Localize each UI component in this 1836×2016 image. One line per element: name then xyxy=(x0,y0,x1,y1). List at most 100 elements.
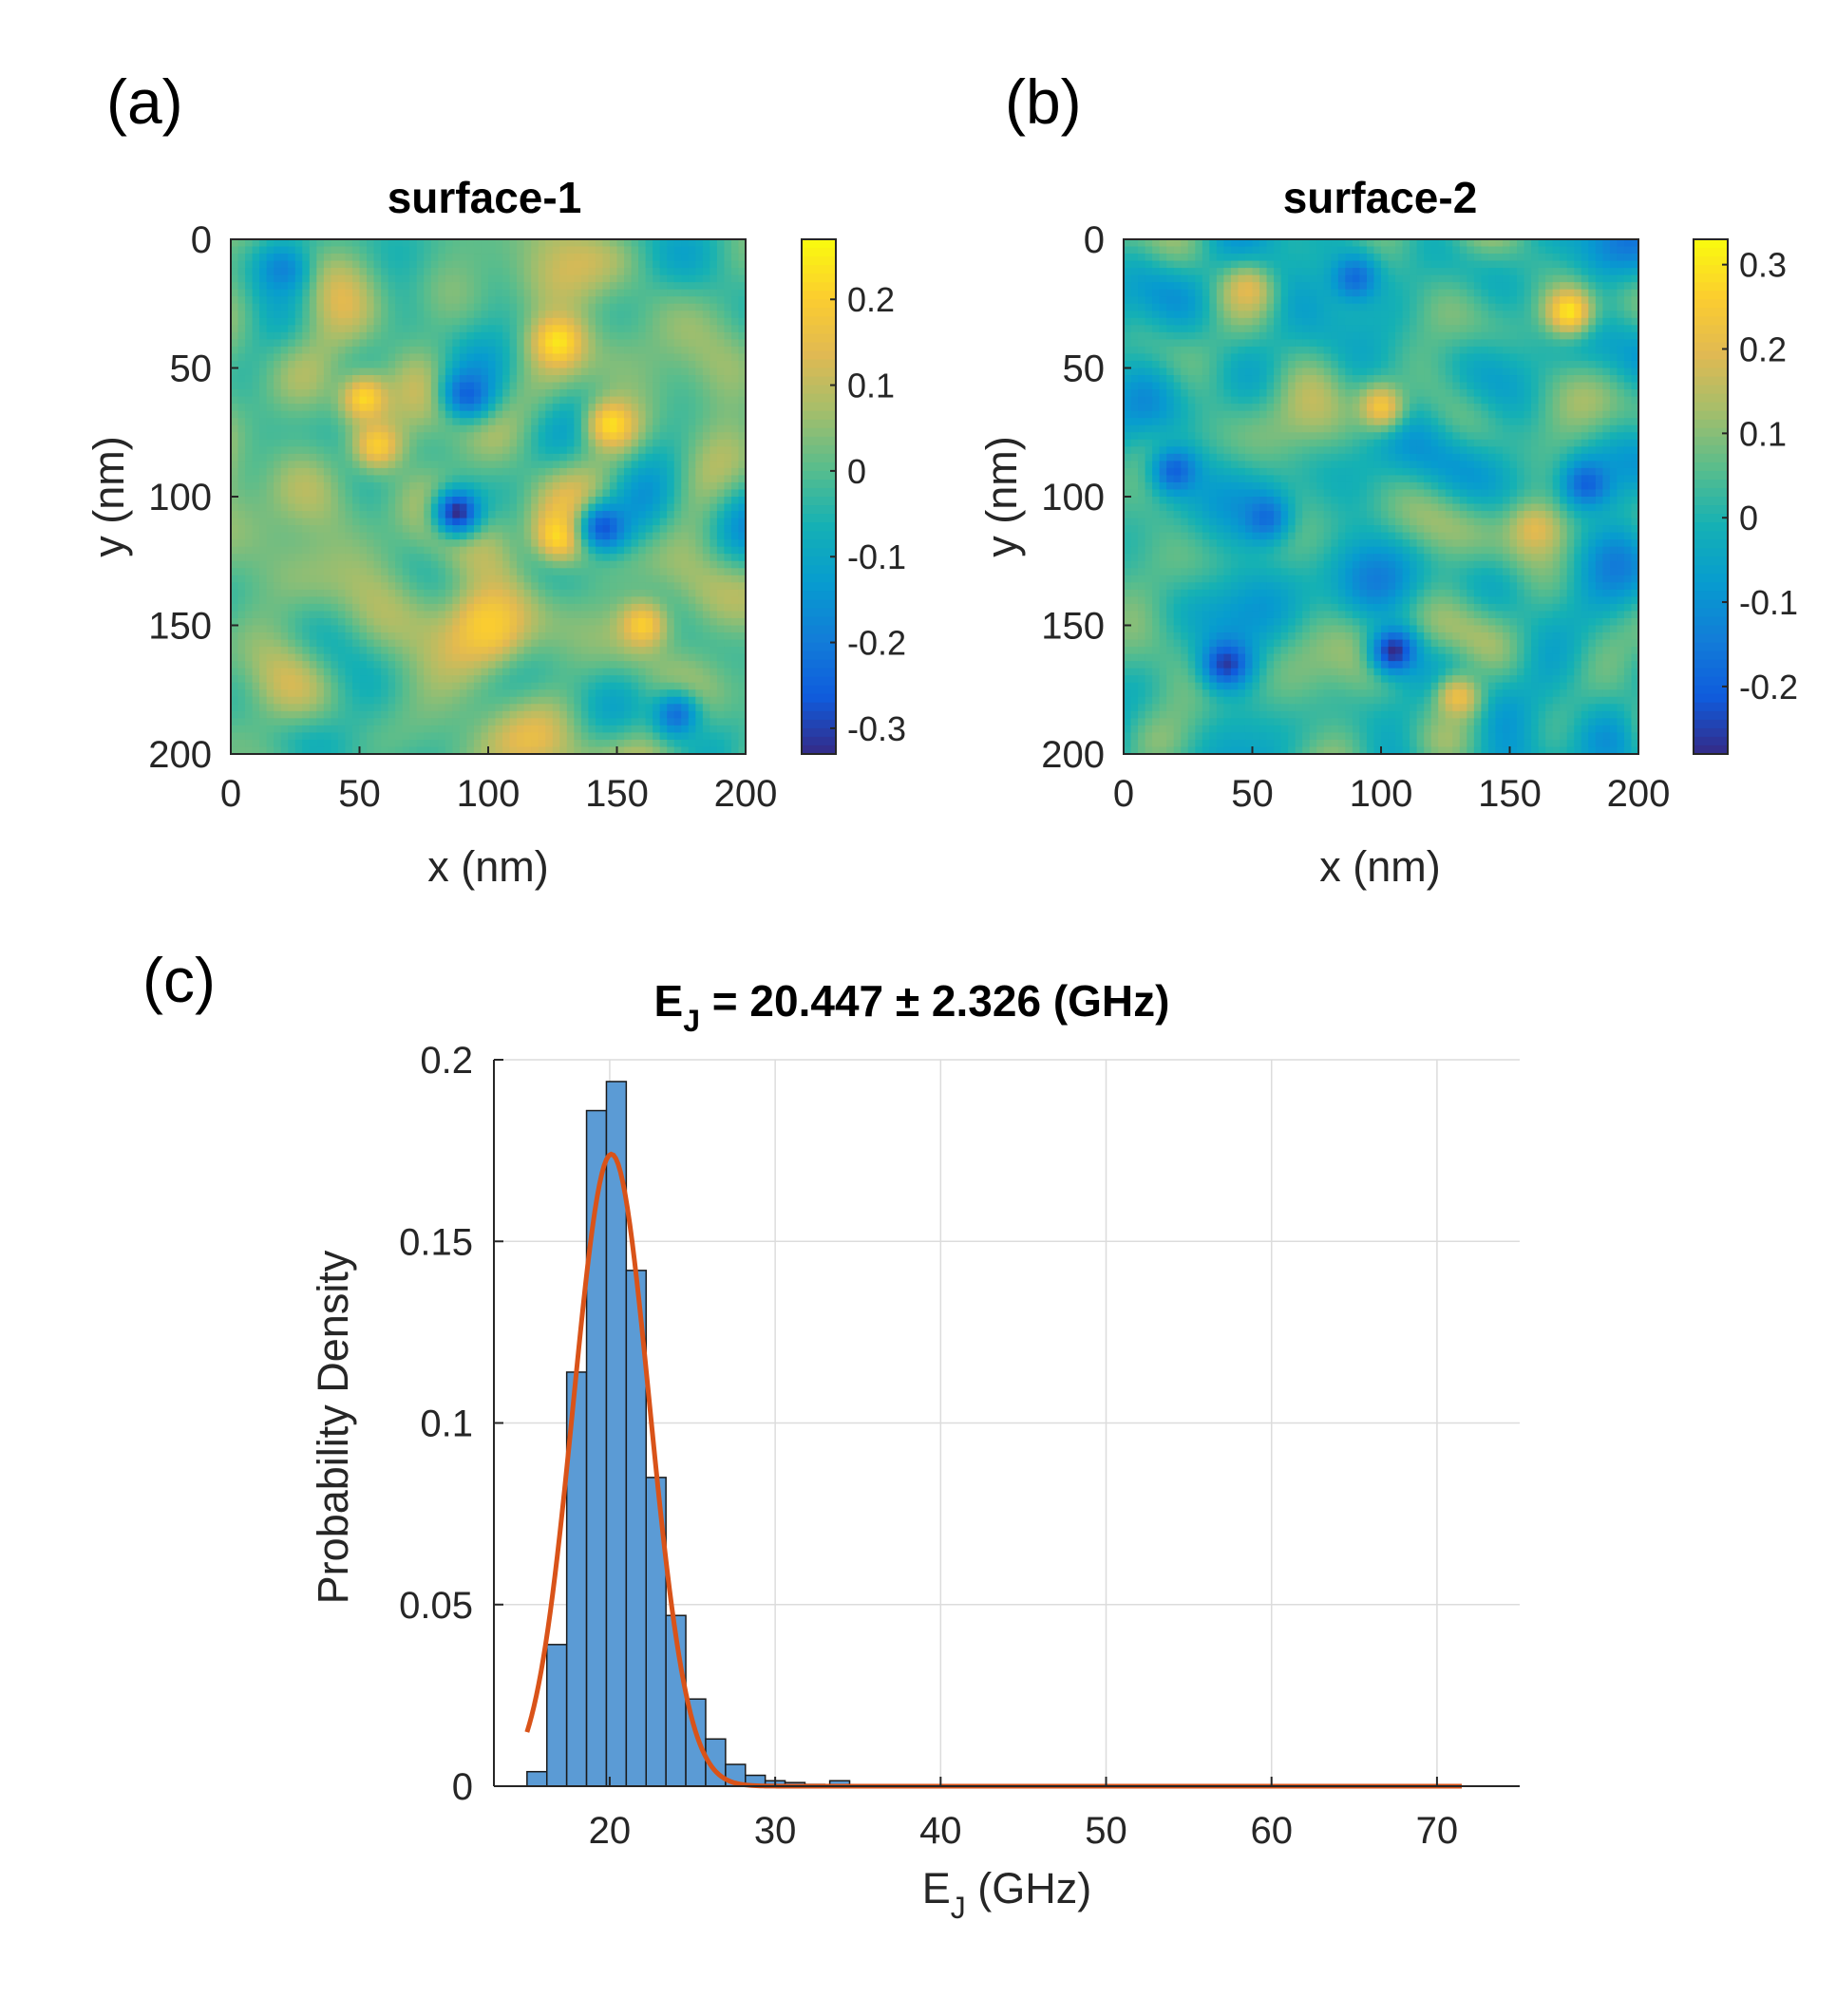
heatmap-cell xyxy=(523,439,532,447)
heatmap-cell xyxy=(531,603,539,612)
heatmap-cell xyxy=(452,439,461,447)
heatmap-cell xyxy=(624,725,633,734)
heatmap-cell xyxy=(638,661,647,669)
heatmap-cell xyxy=(445,360,453,369)
heatmap-cell xyxy=(466,560,475,569)
heatmap-cell xyxy=(624,375,633,384)
heatmap-cell xyxy=(488,647,497,655)
heatmap-cell xyxy=(331,325,339,333)
heatmap-cell xyxy=(695,404,704,412)
heatmap-cell xyxy=(638,625,647,633)
heatmap-cell xyxy=(252,353,260,362)
heatmap-cell xyxy=(730,596,740,605)
heatmap-cell xyxy=(702,296,710,305)
heatmap-cell xyxy=(473,511,483,519)
heatmap-cell xyxy=(681,346,690,355)
heatmap-cell xyxy=(702,239,710,248)
heatmap-cell xyxy=(481,418,489,426)
heatmap-cell xyxy=(323,668,331,676)
heatmap-cell xyxy=(416,282,425,291)
heatmap-cell xyxy=(481,710,489,719)
heatmap-cell xyxy=(566,260,575,269)
heatmap-cell xyxy=(288,296,296,305)
heatmap-cell xyxy=(445,689,453,698)
heatmap-cell xyxy=(538,282,546,291)
heatmap-cell xyxy=(495,653,503,662)
heatmap-cell xyxy=(274,246,282,254)
heatmap-cell xyxy=(681,317,690,326)
heatmap-cell xyxy=(373,611,382,619)
heatmap-cell xyxy=(681,481,690,491)
heatmap-cell xyxy=(259,446,268,455)
heatmap-cell xyxy=(659,653,668,662)
heatmap-cell xyxy=(259,560,268,569)
heatmap-cell xyxy=(659,596,668,605)
heatmap-cell xyxy=(523,675,532,684)
heatmap-cell xyxy=(559,689,568,698)
heatmap-cell xyxy=(688,453,696,462)
heatmap-cell xyxy=(580,353,589,362)
heatmap-cell xyxy=(316,511,325,519)
heatmap-cell xyxy=(237,339,246,348)
heatmap-cell xyxy=(588,532,596,540)
heatmap-cell xyxy=(730,568,740,576)
heatmap-cell xyxy=(695,396,704,405)
heatmap-cell xyxy=(323,360,331,369)
heatmap-cell xyxy=(638,647,647,655)
heatmap-cell xyxy=(523,653,532,662)
heatmap-cell xyxy=(488,481,497,491)
heatmap-cell xyxy=(351,274,361,283)
heatmap-cell xyxy=(466,554,475,562)
heatmap-cell xyxy=(452,539,461,548)
heatmap-cell xyxy=(645,675,653,684)
heatmap-cell xyxy=(266,511,274,519)
heatmap-cell xyxy=(381,254,389,262)
heatmap-cell xyxy=(716,410,726,419)
heatmap-cell xyxy=(452,461,461,469)
heatmap-cell xyxy=(331,725,339,734)
heatmap-cell xyxy=(316,446,325,455)
heatmap-cell xyxy=(681,696,690,705)
heatmap-cell xyxy=(280,296,289,305)
heatmap-cell xyxy=(367,546,375,555)
heatmap-cell xyxy=(653,346,661,355)
heatmap-cell xyxy=(409,339,418,348)
heatmap-cell xyxy=(331,467,339,477)
heatmap-cell xyxy=(488,560,497,569)
heatmap-cell xyxy=(631,382,639,390)
heatmap-cell xyxy=(481,296,489,305)
heatmap-cell xyxy=(416,710,425,719)
heatmap-cell xyxy=(266,481,274,491)
heatmap-cell xyxy=(545,625,554,633)
heatmap-cell xyxy=(459,418,468,426)
heatmap-cell xyxy=(667,617,675,627)
heatmap-cell xyxy=(631,525,639,534)
heatmap-cell xyxy=(294,525,303,534)
heatmap-cell xyxy=(367,389,375,398)
heatmap-cell xyxy=(402,461,410,469)
heatmap-cell xyxy=(237,274,246,283)
heatmap-cell xyxy=(588,653,596,662)
heatmap-cell xyxy=(409,639,418,648)
heatmap-cell xyxy=(388,367,396,376)
heatmap-cell xyxy=(351,489,361,498)
heatmap-cell xyxy=(566,339,575,348)
heatmap-cell xyxy=(681,404,690,412)
heatmap-cell xyxy=(631,404,639,412)
heatmap-cell xyxy=(688,710,696,719)
heatmap-cell xyxy=(402,424,410,433)
heatmap-cell xyxy=(488,239,497,248)
heatmap-cell xyxy=(237,675,246,684)
heatmap-cell xyxy=(695,568,704,576)
heatmap-cell xyxy=(345,325,353,333)
heatmap-cell xyxy=(345,546,353,555)
heatmap-cell xyxy=(430,325,439,333)
heatmap-cell xyxy=(309,518,317,526)
heatmap-cell xyxy=(673,396,682,405)
heatmap-cell xyxy=(559,639,568,648)
heatmap-cell xyxy=(345,525,353,534)
heatmap-cell xyxy=(373,503,382,512)
heatmap-cell xyxy=(402,503,410,512)
heatmap-cell xyxy=(595,424,604,433)
heatmap-cell xyxy=(266,396,274,405)
